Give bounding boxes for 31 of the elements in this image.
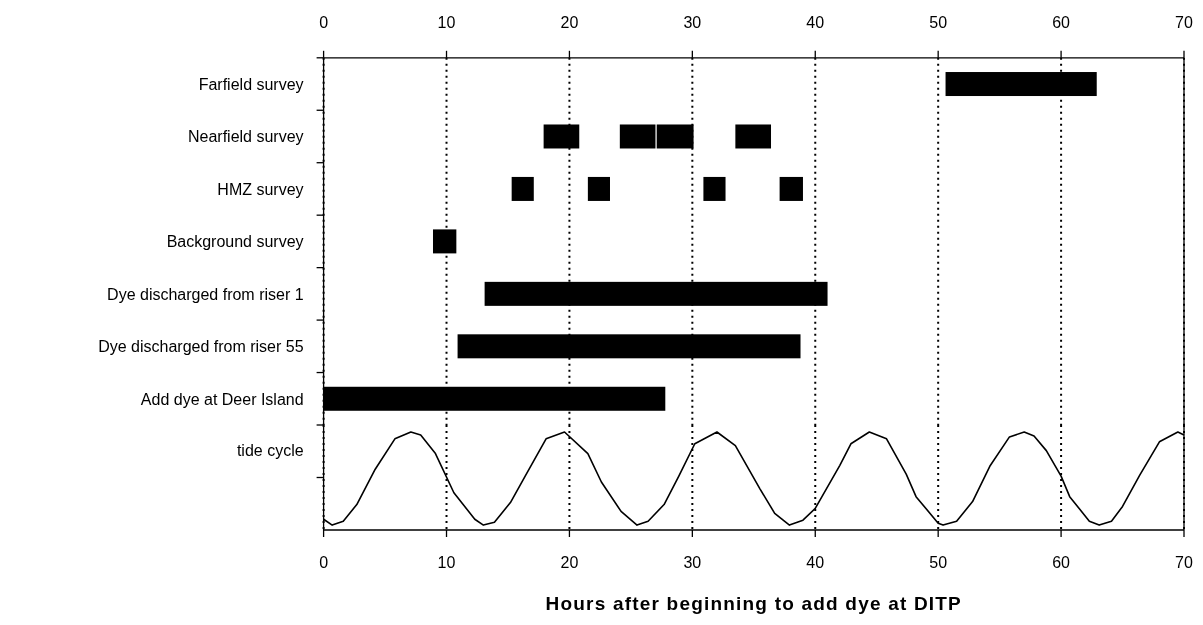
x-axis-title: Hours after beginning to add dye at DITP: [545, 593, 963, 614]
x-tick-label: 70: [1175, 13, 1193, 31]
y-tick-label: Add dye at Deer Island: [140, 390, 304, 408]
y-tick-label: Dye discharged from riser 1: [107, 285, 304, 303]
x-tick-label: 10: [437, 13, 456, 31]
x-tick-label: 30: [683, 554, 702, 571]
bar: [703, 176, 726, 201]
x-tick-label: 0: [319, 554, 329, 571]
x-tick-label: 10: [437, 554, 456, 571]
y-tick-label: Background survey: [166, 233, 304, 251]
y-axis-title: tide cycle: [236, 442, 304, 459]
x-tick-label: 50: [929, 13, 948, 31]
y-tick-label: HMZ survey: [217, 180, 304, 198]
x-tick-label: 20: [560, 13, 579, 31]
x-tick-label: 50: [929, 554, 948, 571]
x-tick-label: 0: [319, 13, 329, 31]
bar: [779, 176, 803, 201]
x-tick-label: 30: [683, 13, 702, 31]
x-tick-label: 60: [1052, 554, 1071, 571]
bar: [735, 124, 772, 149]
bar: [511, 176, 534, 201]
x-tick-label: 40: [806, 13, 825, 31]
bar: [587, 176, 610, 201]
y-tick-label: Farfield survey: [198, 76, 304, 94]
x-tick-label: 20: [560, 554, 579, 571]
x-tick-label: 60: [1052, 13, 1071, 31]
y-tick-label: Nearfield survey: [187, 128, 304, 146]
bar: [619, 124, 656, 149]
x-tick-label: 40: [806, 554, 825, 571]
y-tick-label: Dye discharged from riser 55: [98, 338, 304, 356]
x-tick-label: 70: [1175, 554, 1193, 571]
